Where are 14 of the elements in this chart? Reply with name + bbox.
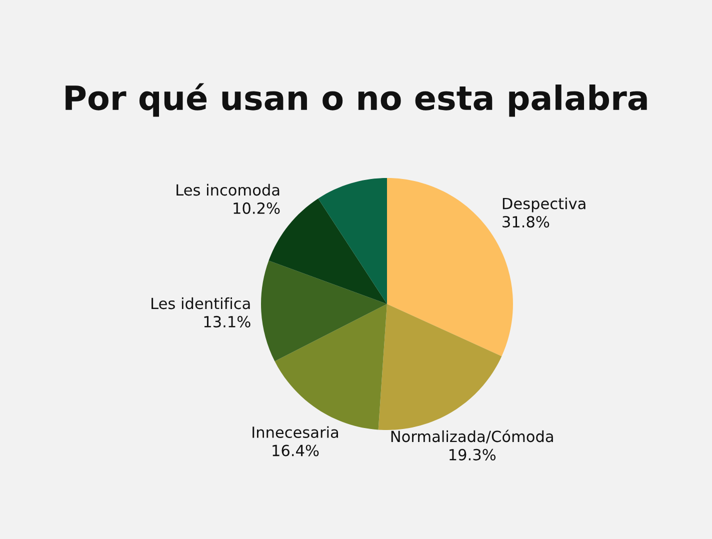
slice-label: Despectiva: [502, 197, 586, 212]
slice-label: Les incomoda: [176, 184, 280, 196]
data-label: 16.4%: [272, 444, 319, 456]
data-label: 13.1%: [204, 316, 250, 328]
pie-slice: [318, 178, 387, 304]
data-label: 10.2%: [234, 202, 280, 214]
slice-label: Les identifica: [152, 297, 250, 310]
chart-title: Por qué usan o no esta palabra: [66, 83, 647, 117]
pie-slice: [378, 304, 502, 430]
data-label: 31.8%: [502, 216, 550, 228]
slice-label: Innecesaria: [252, 426, 338, 438]
slice-label: Normalizada/Cómoda: [391, 430, 553, 444]
data-label: 19.3%: [450, 448, 496, 460]
pie-slice: [261, 260, 387, 362]
